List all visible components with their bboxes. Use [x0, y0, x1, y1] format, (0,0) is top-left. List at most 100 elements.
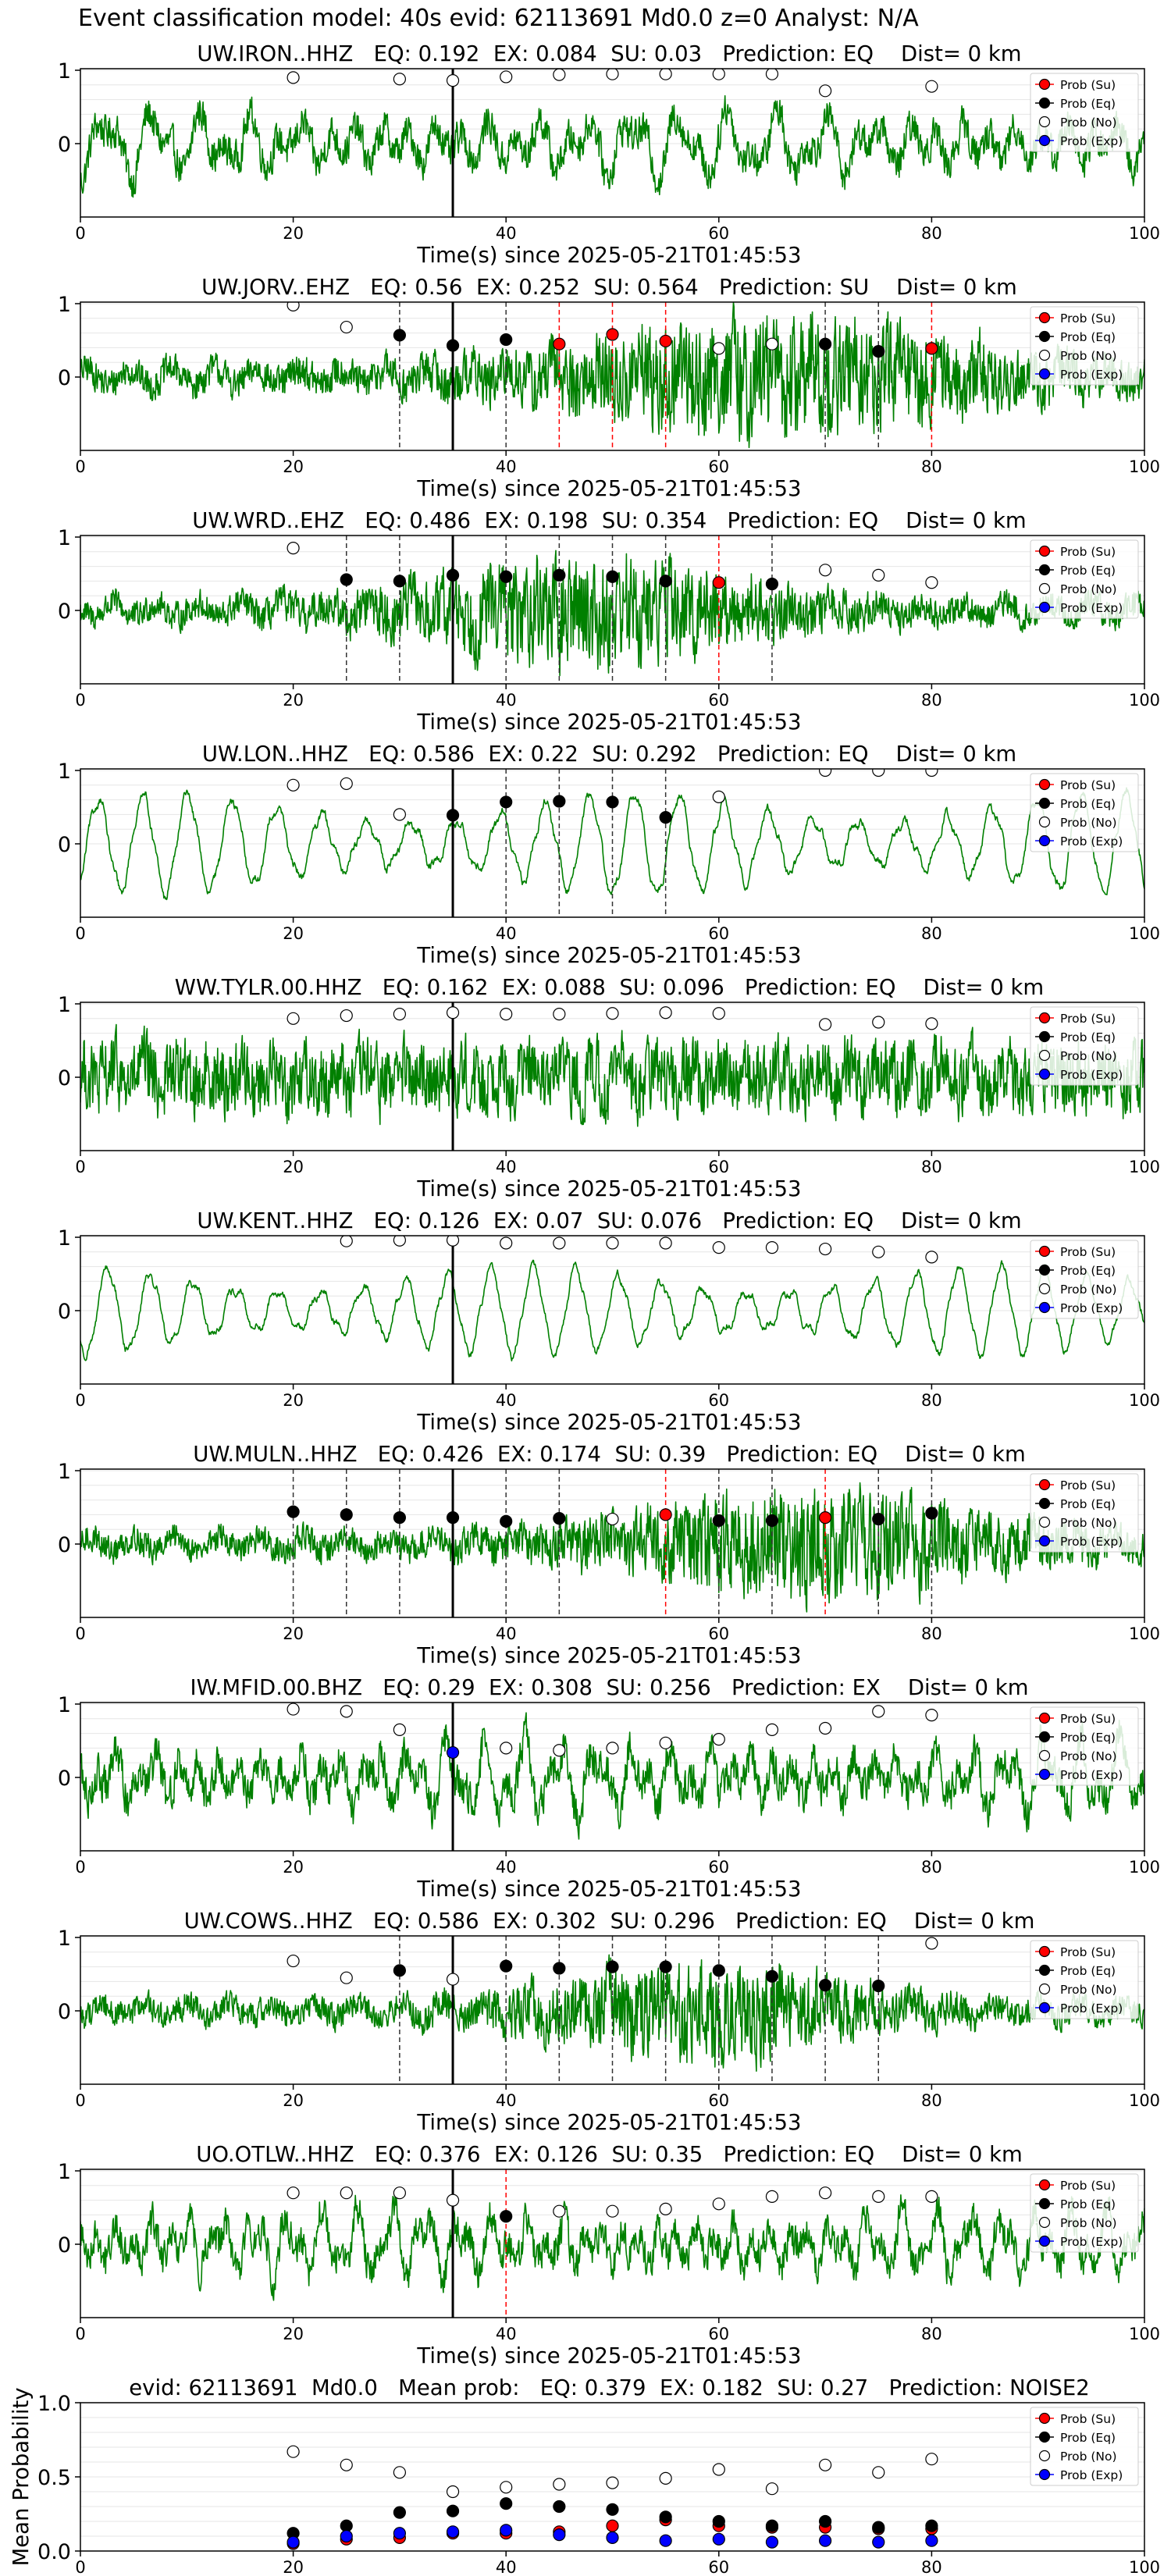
waveform-trace	[80, 2194, 1144, 2301]
y-tick-label: 1	[58, 1460, 71, 1484]
x-tick-label: 100	[1129, 691, 1160, 710]
legend-marker-eq	[1038, 1964, 1051, 1976]
waveform-trace	[80, 1259, 1144, 1362]
prob-marker-no	[500, 1742, 513, 1755]
panel-3: 0 20 40 60 80 100 1 0 UW.LON..HHZ EQ: 0.586 EX: …	[58, 742, 1160, 968]
mean-marker-exp	[446, 2525, 460, 2539]
legend-marker-no	[1038, 116, 1051, 128]
legend-label-su: Prob (Su)	[1060, 1945, 1116, 1959]
legend-marker-eq	[1038, 1264, 1051, 1276]
y-tick-label: 0.0	[37, 2540, 71, 2564]
legend-marker-su	[1038, 1945, 1051, 1958]
mean-marker-exp	[287, 2535, 300, 2549]
prob-marker-eq	[393, 329, 406, 342]
prob-marker-no	[393, 808, 406, 821]
legend-label-exp: Prob (Exp)	[1060, 1068, 1123, 1082]
x-tick-label: 60	[708, 224, 729, 243]
legend-label-exp: Prob (Exp)	[1060, 368, 1123, 382]
prob-marker-no	[606, 1512, 619, 1526]
prob-marker-no	[287, 302, 300, 311]
legend-marker-su	[1038, 78, 1051, 91]
x-tick-label: 80	[921, 224, 942, 243]
mean-marker-no	[606, 2476, 619, 2489]
prob-marker-su	[925, 342, 938, 355]
mean-marker-exp	[925, 2534, 938, 2547]
panel-title: UW.KENT..HHZ EQ: 0.126 EX: 0.07 SU: 0.07…	[197, 1208, 1021, 1233]
legend-marker-no	[1038, 1049, 1051, 1062]
prob-marker-eq	[606, 570, 619, 583]
mean-marker-eq	[393, 2506, 406, 2519]
x-tick-label: 0	[75, 1858, 85, 1877]
prob-marker-eq	[393, 1511, 406, 1525]
panel-title: UW.IRON..HHZ EQ: 0.192 EX: 0.084 SU: 0.0…	[197, 41, 1021, 66]
legend-marker-no	[1038, 816, 1051, 828]
axes-frame	[80, 2169, 1145, 2318]
prob-marker-no	[287, 2186, 300, 2200]
prob-marker-no	[765, 69, 779, 80]
x-tick-label: 80	[921, 2091, 942, 2110]
prob-marker-no	[393, 1008, 406, 1021]
legend-label-su: Prob (Su)	[1060, 1245, 1116, 1259]
x-tick-label: 40	[496, 1858, 517, 1877]
prob-marker-eq	[446, 339, 460, 352]
axes-frame	[80, 1468, 1145, 1618]
prob-marker-no	[287, 1703, 300, 1716]
plot-area	[80, 302, 1144, 450]
prob-marker-no	[500, 1008, 513, 1021]
panel-1: 0 20 40 60 80 100 1 0 UW.JORV..EHZ EQ: 0.56 EX: …	[58, 275, 1160, 501]
prob-marker-no	[340, 1971, 353, 1984]
prob-marker-no	[712, 69, 725, 80]
legend-box	[1030, 73, 1139, 152]
prob-marker-eq	[765, 1514, 779, 1528]
x-tick-label: 20	[283, 691, 304, 710]
prob-marker-no	[553, 1236, 566, 1250]
x-tick-label: 60	[708, 2325, 729, 2343]
prob-marker-eq	[500, 1514, 513, 1528]
panel-4: 0 20 40 60 80 100 1 0 WW.TYLR.00.HHZ EQ: 0.162 E…	[58, 975, 1160, 1201]
y-tick-label: 1	[58, 1226, 71, 1251]
prob-marker-eq	[712, 1964, 725, 1977]
mean-marker-no	[393, 2466, 406, 2479]
panel-8: 0 20 40 60 80 100 1 0 UW.COWS..HHZ EQ: 0.586 EX:…	[58, 1909, 1160, 2135]
prob-marker-no	[872, 1245, 885, 1258]
x-tick-label: 60	[708, 1858, 729, 1877]
legend-marker-eq	[1038, 797, 1051, 809]
legend-marker-su	[1038, 2412, 1051, 2425]
legend-label-su: Prob (Su)	[1060, 2412, 1116, 2426]
x-tick-label: 60	[708, 457, 729, 476]
x-tick-label: 60	[708, 1158, 729, 1176]
x-axis-label: Time(s) since 2025-05-21T01:45:53	[416, 243, 801, 268]
prob-marker-no	[925, 2190, 938, 2203]
legend-marker-su	[1038, 545, 1051, 557]
legend-marker-exp	[1038, 601, 1051, 614]
x-axis-label: Time(s) since 2025-05-21T01:45:53	[416, 2343, 801, 2368]
legend-marker-exp	[1038, 1068, 1051, 1080]
prob-marker-eq	[500, 795, 513, 809]
prob-marker-no	[765, 1723, 779, 1736]
legend-label-no: Prob (No)	[1060, 1749, 1117, 1763]
y-tick-label: 0	[58, 1300, 71, 1324]
mean-marker-exp	[659, 2534, 672, 2547]
x-axis-label: Time(s) since 2025-05-21T01:45:53	[416, 1176, 801, 1201]
x-tick-label: 100	[1129, 1158, 1160, 1176]
y-tick-label: 1.0	[37, 2392, 71, 2416]
legend-label-no: Prob (No)	[1060, 349, 1117, 363]
legend-label-no: Prob (No)	[1060, 1983, 1117, 1997]
x-tick-label: 40	[496, 457, 517, 476]
x-tick-label: 40	[496, 1624, 517, 1643]
axes-frame	[80, 535, 1145, 685]
legend-label-su: Prob (Su)	[1060, 78, 1116, 92]
x-tick-label: 40	[496, 924, 517, 943]
x-tick-label: 60	[708, 2091, 729, 2110]
legend-label-eq: Prob (Eq)	[1060, 97, 1116, 111]
prob-marker-eq	[500, 2210, 513, 2223]
mean-marker-eq	[925, 2519, 938, 2532]
prob-marker-no	[818, 1242, 832, 1256]
x-tick-label: 0	[75, 2558, 85, 2576]
legend-marker-no	[1038, 582, 1051, 595]
legend-marker-su	[1038, 778, 1051, 791]
y-tick-label: 1	[58, 1927, 71, 1951]
x-tick-label: 60	[708, 2558, 729, 2576]
prob-marker-eq	[765, 1969, 779, 1983]
x-tick-label: 40	[496, 224, 517, 243]
